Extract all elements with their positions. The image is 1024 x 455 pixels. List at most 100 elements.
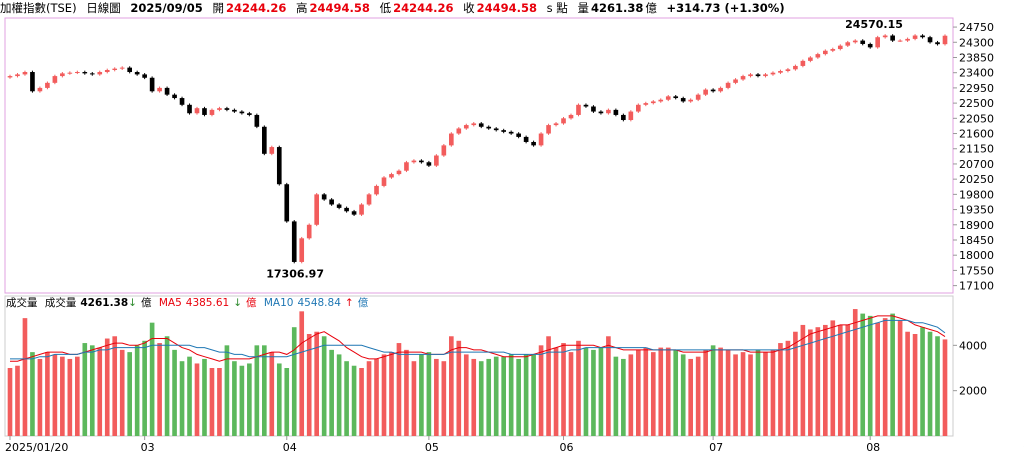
volume-bar	[232, 361, 237, 436]
change-value: +314.73 (+1.30%)	[666, 1, 785, 15]
high-value: 24494.58	[309, 1, 370, 15]
volume-bar	[75, 356, 80, 436]
volume-bar	[478, 361, 484, 436]
candle-body	[75, 72, 80, 74]
candle-body	[935, 42, 940, 45]
volume-bar	[164, 336, 170, 436]
ma5-unit: 億	[246, 297, 257, 309]
volume-bar	[194, 363, 200, 436]
candle-body	[673, 96, 679, 99]
ma10-value: 4548.84	[297, 297, 341, 309]
volume-bar	[396, 343, 402, 436]
candle-body	[306, 224, 312, 239]
candle-body	[389, 174, 394, 178]
volume-bar	[291, 327, 297, 436]
candle-body	[837, 45, 843, 50]
candle-body	[359, 204, 364, 215]
volume-bar	[404, 349, 409, 436]
candle-body	[426, 162, 432, 166]
candle-body	[299, 238, 305, 262]
ma10-label: MA10	[263, 297, 294, 309]
candle-body	[396, 170, 402, 175]
volume-bar	[785, 340, 791, 436]
volume-bar	[336, 354, 342, 436]
volume-bar	[112, 336, 118, 436]
volume-bar	[733, 354, 738, 436]
low-value: 24244.26	[393, 1, 454, 15]
candle-body	[942, 35, 948, 45]
candle-body	[134, 72, 140, 75]
candle-body	[254, 114, 260, 127]
volume-bar	[449, 336, 454, 436]
volume-bar	[15, 365, 20, 436]
volume-bar	[187, 356, 192, 436]
candle-body	[695, 94, 701, 100]
candle-body	[493, 128, 499, 131]
min-price-label: 17306.97	[266, 267, 324, 280]
candle-body	[329, 199, 334, 205]
volume-bar	[37, 358, 43, 436]
volume-bar	[269, 352, 275, 436]
price-tick-label: 24300	[959, 36, 994, 49]
x-tick-label: 08	[866, 441, 880, 454]
volume-bar	[134, 345, 140, 436]
candle-body	[770, 72, 776, 75]
candle-body	[179, 98, 185, 105]
volume-bar	[845, 324, 851, 436]
ma10-line	[10, 319, 946, 360]
volume-bar	[217, 368, 222, 436]
volume-bar	[598, 347, 604, 436]
ma5-value: 4385.61	[185, 297, 230, 309]
price-volume-chart[interactable]: 24750 24300 23850 23400 22950 22500 22050 21600…	[0, 16, 1024, 455]
price-tick-label: 22950	[959, 82, 994, 95]
volume-bar	[643, 347, 649, 436]
candle-body	[187, 104, 192, 114]
candle-body	[830, 49, 836, 51]
candle-body	[591, 106, 596, 112]
candle-body	[845, 42, 851, 46]
volume-bar	[890, 313, 895, 436]
x-tick-label: 2025/01/20	[5, 441, 68, 454]
volume-bar	[628, 354, 634, 436]
volume-bar	[650, 352, 656, 436]
volume-bar	[22, 318, 28, 436]
volume-bar	[778, 343, 783, 436]
volume-label: 量	[577, 1, 589, 15]
volume-bar	[673, 349, 679, 436]
volume-bar	[411, 361, 417, 436]
volume-bar	[763, 352, 768, 436]
ma10-unit: 億	[357, 297, 369, 309]
volume-bar	[583, 347, 589, 436]
down-arrow-icon: ↓	[233, 297, 242, 309]
candle-body	[606, 109, 611, 114]
price-tick-label: 18000	[959, 249, 994, 262]
candle-body	[291, 221, 297, 262]
volume-bar	[262, 345, 267, 436]
candle-body	[269, 147, 275, 154]
candle-body	[718, 87, 723, 92]
candle-body	[22, 72, 28, 75]
volume-bar	[276, 363, 282, 436]
x-tick-label: 05	[425, 441, 439, 454]
candle-body	[823, 50, 828, 55]
volume-bar	[419, 354, 424, 436]
candle-body	[920, 35, 925, 38]
volume-bar	[576, 340, 581, 436]
volume-bar	[531, 354, 536, 436]
price-tick-label: 21150	[959, 143, 994, 156]
volume-bar	[30, 352, 35, 436]
price-tick-label: 17100	[959, 280, 994, 293]
candle-body	[710, 89, 716, 92]
candle-body	[748, 74, 753, 77]
volume-bar	[366, 361, 372, 436]
candle-body	[239, 111, 245, 114]
up-arrow-icon: ↑	[344, 297, 354, 309]
candle-body	[336, 204, 342, 208]
candle-body	[808, 57, 813, 61]
candle-body	[89, 73, 95, 75]
price-tick-label: 20700	[959, 158, 994, 171]
candle-body	[404, 162, 409, 171]
volume-bar	[149, 322, 155, 436]
candle-body	[778, 71, 783, 73]
volume-bar	[680, 354, 686, 436]
